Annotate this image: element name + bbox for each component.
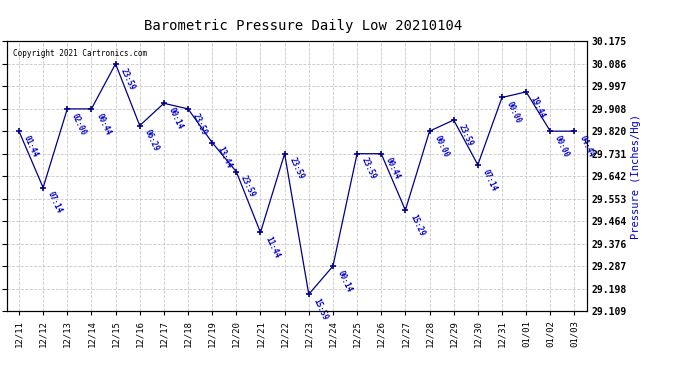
Text: 01:44: 01:44 — [22, 134, 40, 159]
Text: 00:00: 00:00 — [433, 134, 451, 159]
Text: 23:59: 23:59 — [119, 67, 137, 92]
Text: 11:44: 11:44 — [264, 235, 282, 260]
Text: Copyright 2021 Cartronics.com: Copyright 2021 Cartronics.com — [12, 50, 147, 58]
Text: 00:14: 00:14 — [336, 269, 354, 294]
Text: 19:44: 19:44 — [529, 94, 547, 120]
Text: 00:44: 00:44 — [95, 112, 112, 136]
Text: 23:59: 23:59 — [288, 156, 306, 181]
Text: 23:59: 23:59 — [191, 112, 209, 136]
Text: 23:59: 23:59 — [239, 174, 257, 199]
Text: 15:29: 15:29 — [408, 213, 426, 238]
Text: 13:44: 13:44 — [215, 146, 233, 170]
Text: 07:14: 07:14 — [481, 168, 499, 192]
Text: Barometric Pressure Daily Low 20210104: Barometric Pressure Daily Low 20210104 — [144, 19, 463, 33]
Text: 00:00: 00:00 — [553, 134, 571, 159]
Text: 07:14: 07:14 — [46, 190, 64, 215]
Text: 00:44: 00:44 — [384, 156, 402, 181]
Text: 23:59: 23:59 — [457, 123, 475, 147]
Text: 06:29: 06:29 — [143, 128, 161, 153]
Text: 15:59: 15:59 — [312, 297, 330, 322]
Text: 00:00: 00:00 — [505, 100, 523, 125]
Text: 23:59: 23:59 — [360, 156, 378, 181]
Text: 02:00: 02:00 — [70, 112, 88, 136]
Text: 04:44: 04:44 — [578, 134, 595, 159]
Y-axis label: Pressure (Inches/Hg): Pressure (Inches/Hg) — [631, 114, 641, 239]
Text: 00:14: 00:14 — [167, 106, 185, 131]
